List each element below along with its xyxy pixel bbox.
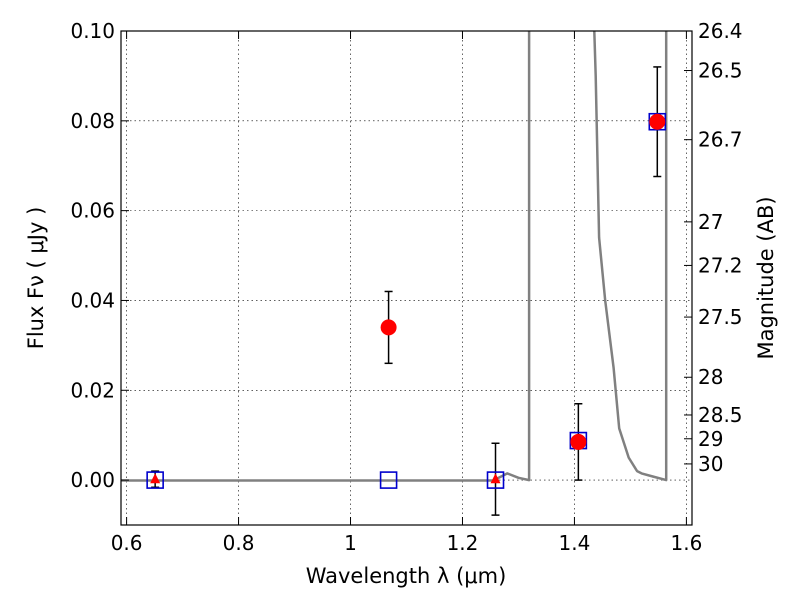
data-point-square	[486, 471, 505, 489]
y-right-tick-label: 26.7	[698, 128, 743, 152]
y-axis-label: Flux Fν ( μJy )	[24, 207, 48, 350]
transmission-curve	[121, 31, 668, 482]
y-right-tick-label: 26.4	[698, 19, 743, 43]
y-right-tick-label: 29	[698, 427, 723, 451]
y-tick-label: 0.00	[70, 468, 115, 492]
x-tick-label: 0.8	[223, 531, 255, 555]
data-point-square	[146, 471, 164, 489]
y-tick-label: 0.06	[70, 199, 115, 223]
x-tick-label: 1.6	[670, 531, 702, 555]
data-point-circle	[649, 113, 666, 130]
data-layer	[121, 31, 668, 516]
y-right-tick-label: 27	[698, 210, 723, 234]
x-tick-label: 0.6	[111, 531, 143, 555]
plot-frame	[120, 30, 693, 526]
y-right-tick-label: 30	[698, 452, 723, 476]
x-tick-label: 1.4	[559, 531, 591, 555]
y-tick-label: 0.10	[70, 19, 115, 43]
x-tick-label: 1	[344, 531, 357, 555]
y-tick-label: 0.08	[70, 109, 115, 133]
ticks: 0.6 0.8 1 1.2 1.4 1.6 0.00 0.02 0.04 0.06 0.08 0.10…	[70, 19, 742, 555]
data-point-circle	[570, 433, 587, 450]
x-tick-label: 1.2	[447, 531, 479, 555]
grid	[121, 30, 692, 525]
data-point-circle	[380, 319, 397, 336]
data-point-triangle	[150, 473, 161, 484]
y-axis-right-label: Magnitude (AB)	[754, 196, 778, 359]
y-right-tick-label: 28	[698, 365, 723, 389]
y-right-tick-label: 27.5	[698, 305, 743, 329]
data-point-triangle	[490, 473, 501, 484]
y-right-tick-label: 28.5	[698, 403, 743, 427]
data-point-square	[379, 471, 398, 489]
x-axis-label: Wavelength λ (μm)	[306, 564, 507, 588]
y-tick-label: 0.02	[70, 378, 115, 402]
y-right-tick-label: 26.5	[698, 59, 743, 83]
y-right-tick-label: 27.2	[698, 253, 743, 277]
y-tick-label: 0.04	[70, 288, 115, 312]
